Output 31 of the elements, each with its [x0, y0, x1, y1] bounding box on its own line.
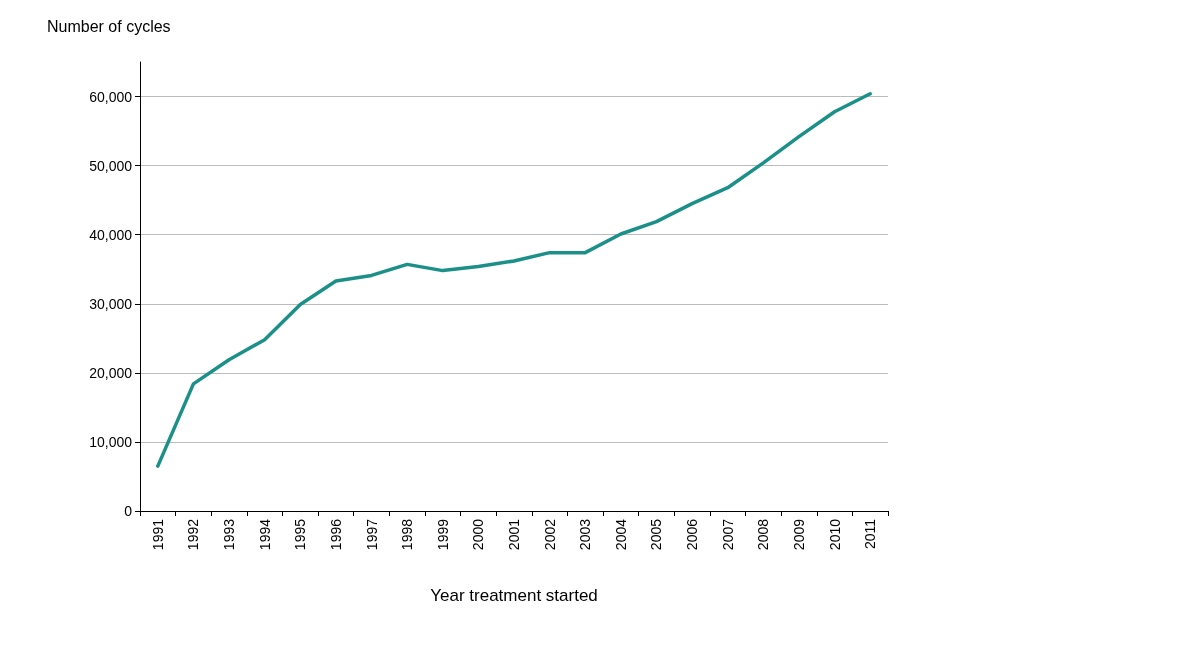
y-tick-label: 40,000	[89, 226, 133, 243]
x-tick-label: 1999	[434, 518, 451, 551]
x-tick-label: 1991	[149, 518, 166, 551]
x-tick-label: 2008	[755, 518, 772, 551]
y-tick-label: 20,000	[89, 364, 133, 381]
x-tick-label: 1994	[256, 518, 273, 551]
y-tick-label: 50,000	[89, 157, 133, 174]
x-tick-label: 1995	[292, 518, 309, 551]
y-axis-title: Number of cycles	[47, 17, 171, 35]
x-tick-label: 2011	[862, 518, 879, 550]
y-tick-label: 60,000	[89, 88, 133, 105]
x-tick-label: 1997	[363, 518, 380, 551]
line-series	[156, 92, 872, 468]
x-tick-label: 2002	[541, 518, 558, 551]
x-tick-label: 1996	[327, 518, 344, 551]
x-tick-label: 1992	[185, 518, 202, 551]
x-tick-label: 2001	[506, 518, 522, 551]
x-tick-label: 2000	[470, 518, 487, 551]
x-tick-label: 2009	[790, 518, 807, 551]
x-tick-label: 2004	[612, 518, 629, 551]
y-tick-label: 10,000	[89, 433, 133, 450]
x-tick-label: 1993	[221, 518, 238, 551]
y-tick-label: 30,000	[89, 295, 133, 312]
x-tick-label: 1998	[399, 518, 416, 551]
x-tick-label: 2007	[719, 518, 736, 551]
y-tick-label: 0	[124, 503, 133, 519]
x-tick-label: 2005	[648, 518, 665, 551]
x-tick-label: 2010	[826, 518, 843, 551]
x-tick-label: 2006	[684, 518, 701, 551]
x-tick-label: 2003	[577, 518, 594, 551]
x-axis-title: Year treatment started	[430, 586, 598, 605]
